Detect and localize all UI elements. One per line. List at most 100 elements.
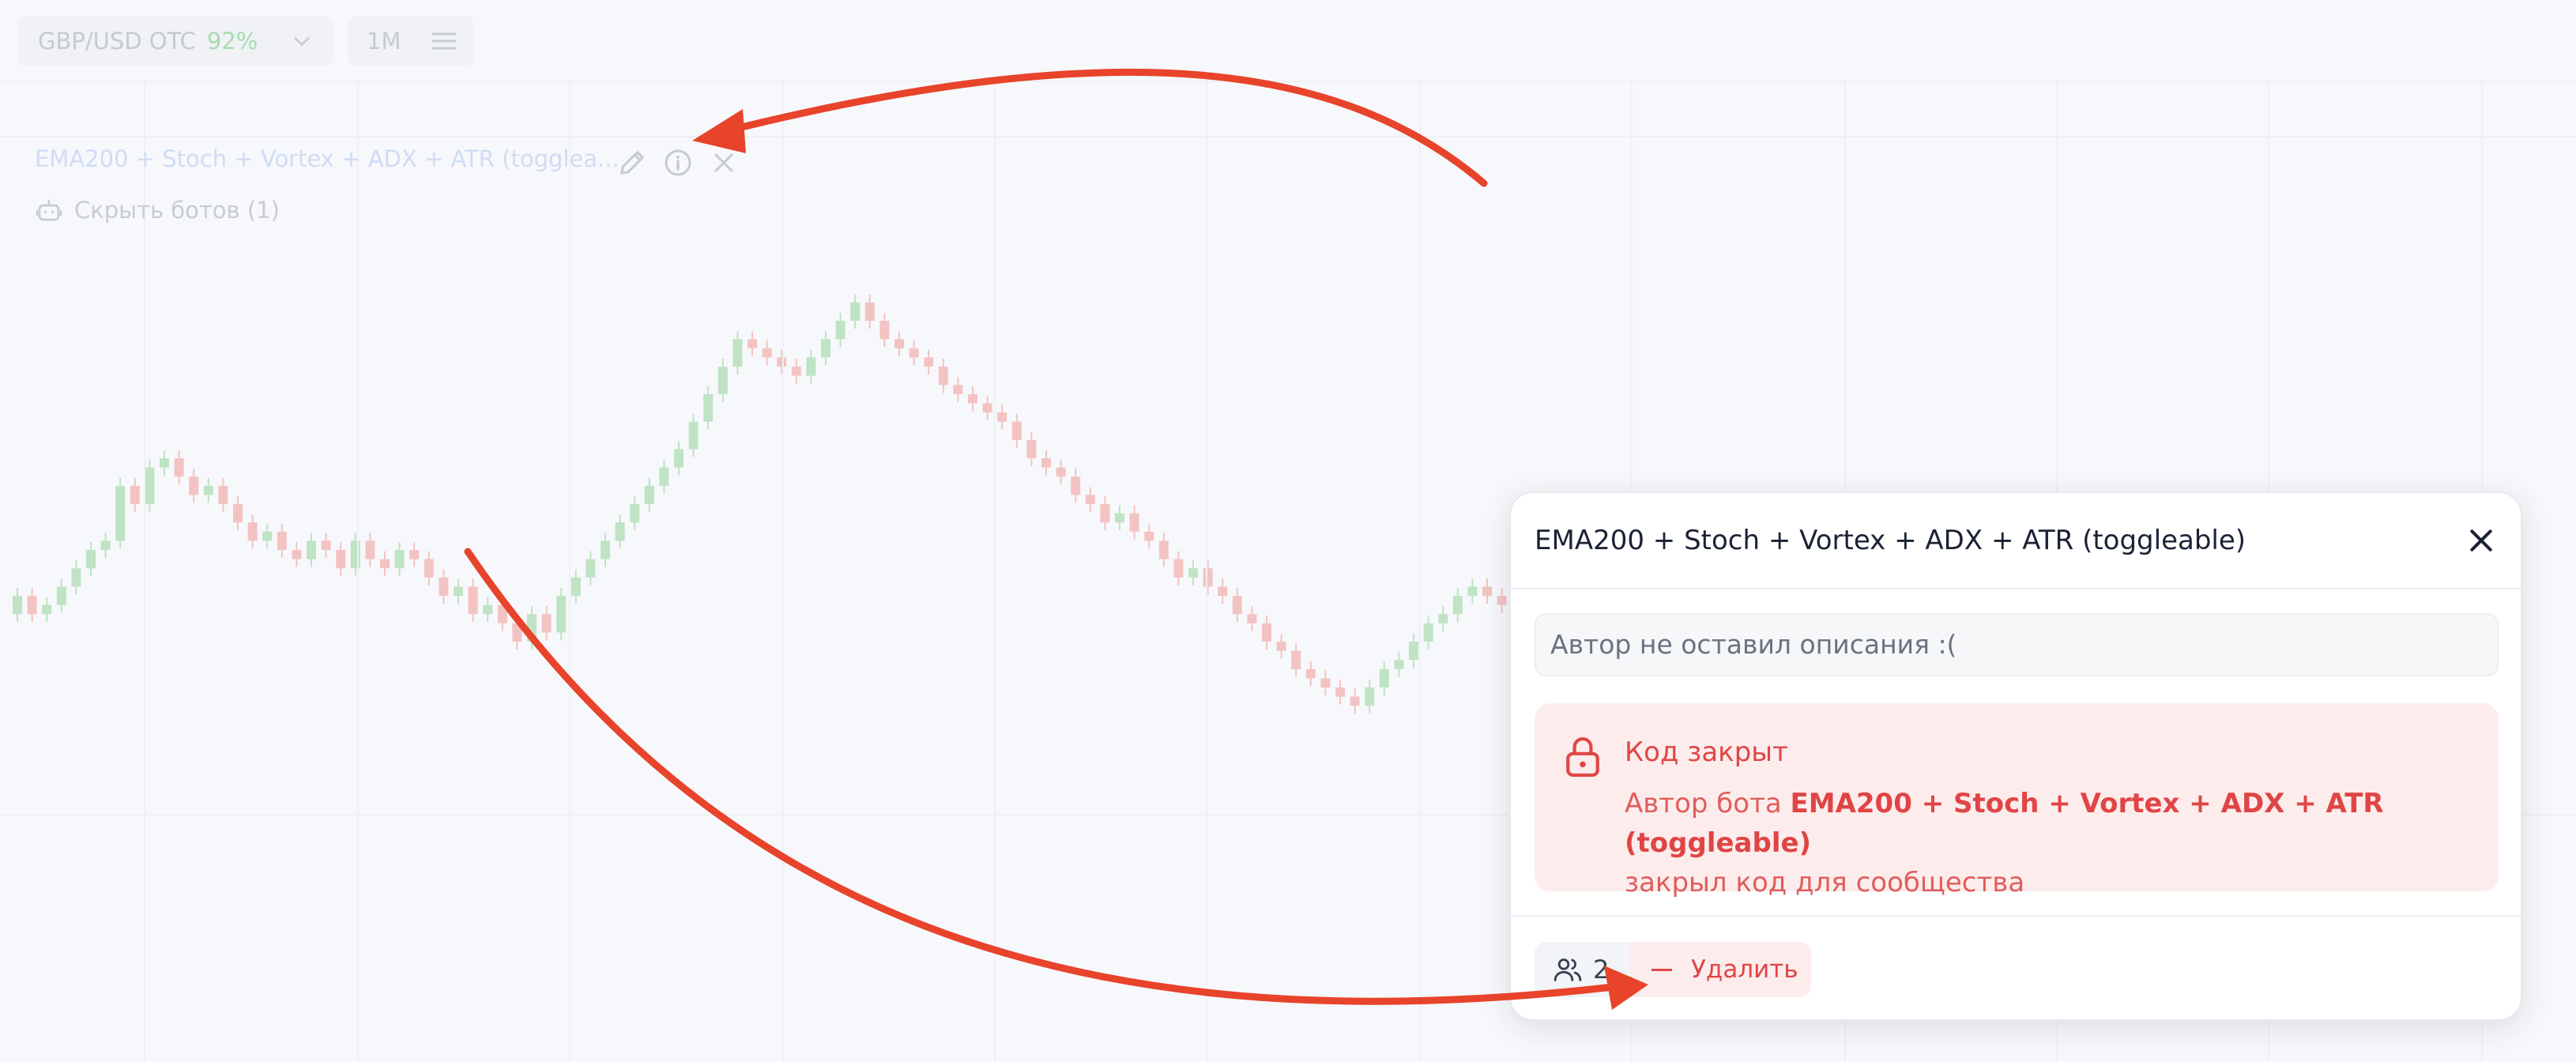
- candle: [1467, 586, 1478, 596]
- candle: [336, 550, 346, 569]
- candle: [189, 476, 199, 495]
- candle: [1011, 421, 1022, 440]
- candle: [1291, 650, 1301, 669]
- candle: [454, 586, 463, 596]
- hide-bots-button[interactable]: Скрыть ботов (1): [35, 193, 280, 228]
- candle: [1305, 668, 1316, 679]
- candle: [968, 394, 977, 404]
- candle: [1218, 586, 1228, 596]
- close-icon[interactable]: [708, 147, 740, 179]
- candle: [1129, 513, 1139, 532]
- timeframe-selector[interactable]: 1M: [348, 16, 474, 66]
- candle: [483, 604, 493, 615]
- candle: [821, 339, 830, 358]
- candle: [615, 522, 625, 541]
- candle: [13, 596, 22, 615]
- candle: [1041, 458, 1051, 468]
- users-count: 2: [1593, 955, 1610, 985]
- delete-label: Удалить: [1691, 955, 1798, 984]
- grid-line: [1419, 81, 1421, 1062]
- candle: [1203, 568, 1213, 587]
- candle: [1452, 596, 1463, 615]
- candle: [1379, 668, 1389, 687]
- lock-icon: [1566, 737, 1599, 777]
- bot-description: Автор не оставил описания :(: [1535, 613, 2499, 676]
- candle: [527, 614, 537, 642]
- active-bot-name[interactable]: EMA200 + Stoch + Vortex + ADX + ATR (tog…: [35, 145, 620, 172]
- candle: [424, 559, 434, 578]
- candle: [879, 321, 890, 340]
- info-icon[interactable]: [662, 147, 694, 179]
- candle: [630, 504, 640, 523]
- candle: [688, 421, 699, 450]
- candle: [748, 339, 757, 348]
- candle: [1100, 504, 1110, 523]
- candle: [512, 623, 522, 642]
- candle: [1173, 559, 1184, 578]
- candle: [1071, 476, 1081, 495]
- candle: [233, 504, 243, 523]
- candle: [145, 467, 155, 504]
- candle: [1409, 642, 1418, 661]
- pencil-icon[interactable]: [616, 147, 648, 179]
- candle: [380, 559, 390, 569]
- candle: [277, 531, 287, 550]
- candle: [71, 568, 81, 587]
- candle: [659, 467, 669, 486]
- grid-line: [994, 81, 996, 1062]
- candle: [115, 485, 126, 541]
- candle: [1497, 596, 1507, 605]
- candle: [777, 357, 787, 367]
- candle: [1232, 596, 1242, 615]
- candle: [864, 302, 875, 321]
- candle: [1056, 467, 1066, 477]
- code-locked-text: Автор бота EMA200 + Stoch + Vortex + ADX…: [1625, 784, 2486, 902]
- candle: [292, 550, 302, 559]
- candle: [1262, 623, 1271, 642]
- candle: [733, 339, 743, 367]
- candle: [894, 339, 904, 348]
- users-count-badge: 2: [1535, 942, 1637, 997]
- locked-text-suffix: закрыл код для сообщества: [1625, 867, 2025, 898]
- candle: [1438, 614, 1448, 623]
- chevron-down-icon: [294, 37, 310, 47]
- grid-line: [0, 136, 2576, 137]
- delete-button[interactable]: Удалить: [1629, 942, 1811, 997]
- candle: [218, 485, 228, 504]
- candle: [174, 458, 184, 477]
- timeframe-label: 1M: [367, 28, 401, 55]
- candle: [439, 577, 449, 596]
- candle: [850, 302, 861, 321]
- menu-icon: [431, 32, 457, 50]
- candle: [321, 540, 331, 550]
- robot-icon: [36, 199, 62, 221]
- candle: [762, 348, 772, 358]
- grid-line: [569, 81, 571, 1062]
- modal-close-icon[interactable]: [2465, 525, 2497, 556]
- candle: [1482, 586, 1492, 596]
- payout-percent: 92%: [206, 28, 258, 55]
- candle: [806, 357, 816, 376]
- users-icon: [1554, 958, 1582, 981]
- candle: [100, 540, 111, 550]
- modal-title: EMA200 + Stoch + Vortex + ADX + ATR (tog…: [1535, 525, 2246, 556]
- candle: [982, 403, 992, 412]
- candle: [909, 348, 919, 358]
- asset-selector[interactable]: GBP/USD OTC 92%: [17, 16, 333, 66]
- candle: [1394, 660, 1404, 669]
- candle: [468, 586, 478, 615]
- candle: [365, 540, 375, 559]
- candle: [1350, 696, 1360, 706]
- candle: [409, 550, 420, 559]
- candle: [394, 550, 405, 569]
- candle: [247, 522, 258, 541]
- locked-text-prefix: Автор бота: [1625, 788, 1791, 819]
- candle: [571, 577, 581, 596]
- minus-icon: [1651, 968, 1672, 971]
- modal-footer: 2 Удалить: [1511, 915, 2521, 1022]
- candle: [27, 596, 37, 615]
- bot-info-modal: EMA200 + Stoch + Vortex + ADX + ATR (tog…: [1509, 491, 2522, 1021]
- grid-line: [357, 81, 359, 1062]
- candle: [130, 485, 140, 504]
- candle: [1115, 513, 1124, 523]
